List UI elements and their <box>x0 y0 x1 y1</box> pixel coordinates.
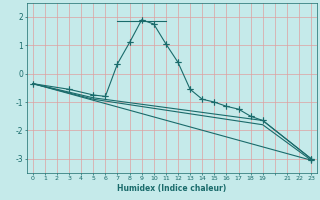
X-axis label: Humidex (Indice chaleur): Humidex (Indice chaleur) <box>117 184 227 193</box>
